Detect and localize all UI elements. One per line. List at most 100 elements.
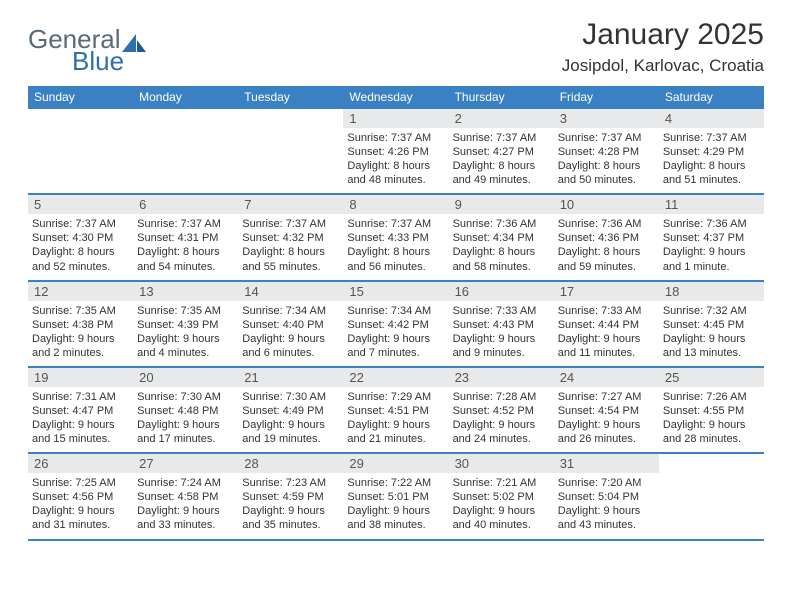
sunrise-line: Sunrise: 7:30 AM bbox=[242, 390, 339, 404]
daylight-line: Daylight: 8 hours bbox=[558, 245, 655, 259]
dow-cell: Thursday bbox=[449, 86, 554, 109]
week-row: 1Sunrise: 7:37 AMSunset: 4:26 PMDaylight… bbox=[28, 109, 764, 195]
daylight-line: Daylight: 8 hours bbox=[32, 245, 129, 259]
day-cell bbox=[659, 454, 764, 538]
sunrise-line: Sunrise: 7:35 AM bbox=[137, 304, 234, 318]
daylight-line: and 24 minutes. bbox=[453, 432, 550, 446]
sunrise-line: Sunrise: 7:28 AM bbox=[453, 390, 550, 404]
sunrise-line: Sunrise: 7:32 AM bbox=[663, 304, 760, 318]
day-number: 28 bbox=[244, 456, 337, 471]
sunrise-line: Sunrise: 7:35 AM bbox=[32, 304, 129, 318]
sunset-line: Sunset: 4:32 PM bbox=[242, 231, 339, 245]
day-cell: 7Sunrise: 7:37 AMSunset: 4:32 PMDaylight… bbox=[238, 195, 343, 279]
location: Josipdol, Karlovac, Croatia bbox=[562, 56, 764, 76]
daylight-line: and 11 minutes. bbox=[558, 346, 655, 360]
daylight-line: and 48 minutes. bbox=[347, 173, 444, 187]
daynum-bar: 31 bbox=[554, 454, 659, 473]
day-number: 31 bbox=[560, 456, 653, 471]
sunset-line: Sunset: 4:31 PM bbox=[137, 231, 234, 245]
day-cell: 17Sunrise: 7:33 AMSunset: 4:44 PMDayligh… bbox=[554, 282, 659, 366]
daylight-line: and 1 minute. bbox=[663, 260, 760, 274]
dow-cell: Tuesday bbox=[238, 86, 343, 109]
daylight-line: Daylight: 8 hours bbox=[347, 245, 444, 259]
sunrise-line: Sunrise: 7:29 AM bbox=[347, 390, 444, 404]
dow-cell: Saturday bbox=[659, 86, 764, 109]
sunset-line: Sunset: 4:28 PM bbox=[558, 145, 655, 159]
daynum-bar: 7 bbox=[238, 195, 343, 214]
daylight-line: Daylight: 9 hours bbox=[453, 332, 550, 346]
daynum-bar: 17 bbox=[554, 282, 659, 301]
sunset-line: Sunset: 4:30 PM bbox=[32, 231, 129, 245]
day-cell: 16Sunrise: 7:33 AMSunset: 4:43 PMDayligh… bbox=[449, 282, 554, 366]
daylight-line: Daylight: 9 hours bbox=[32, 332, 129, 346]
sunset-line: Sunset: 4:48 PM bbox=[137, 404, 234, 418]
day-number: 30 bbox=[455, 456, 548, 471]
daylight-line: and 49 minutes. bbox=[453, 173, 550, 187]
daynum-bar: 20 bbox=[133, 368, 238, 387]
sunrise-line: Sunrise: 7:37 AM bbox=[137, 217, 234, 231]
day-cell: 12Sunrise: 7:35 AMSunset: 4:38 PMDayligh… bbox=[28, 282, 133, 366]
calendar-page: GeneralBlue January 2025 Josipdol, Karlo… bbox=[0, 0, 792, 561]
daylight-line: Daylight: 8 hours bbox=[453, 159, 550, 173]
day-number: 29 bbox=[349, 456, 442, 471]
dow-row: SundayMondayTuesdayWednesdayThursdayFrid… bbox=[28, 86, 764, 109]
sunset-line: Sunset: 4:40 PM bbox=[242, 318, 339, 332]
day-number: 8 bbox=[349, 197, 442, 212]
weeks-container: 1Sunrise: 7:37 AMSunset: 4:26 PMDaylight… bbox=[28, 109, 764, 541]
day-number: 4 bbox=[665, 111, 758, 126]
sunset-line: Sunset: 4:33 PM bbox=[347, 231, 444, 245]
day-number: 25 bbox=[665, 370, 758, 385]
day-cell: 10Sunrise: 7:36 AMSunset: 4:36 PMDayligh… bbox=[554, 195, 659, 279]
sunrise-line: Sunrise: 7:37 AM bbox=[558, 131, 655, 145]
daylight-line: and 26 minutes. bbox=[558, 432, 655, 446]
daylight-line: Daylight: 9 hours bbox=[242, 504, 339, 518]
sunrise-line: Sunrise: 7:36 AM bbox=[453, 217, 550, 231]
daynum-bar: 28 bbox=[238, 454, 343, 473]
daylight-line: Daylight: 9 hours bbox=[347, 504, 444, 518]
day-cell: 27Sunrise: 7:24 AMSunset: 4:58 PMDayligh… bbox=[133, 454, 238, 538]
daylight-line: and 56 minutes. bbox=[347, 260, 444, 274]
daylight-line: Daylight: 9 hours bbox=[137, 332, 234, 346]
week-row: 26Sunrise: 7:25 AMSunset: 4:56 PMDayligh… bbox=[28, 454, 764, 540]
day-cell: 22Sunrise: 7:29 AMSunset: 4:51 PMDayligh… bbox=[343, 368, 448, 452]
day-number: 14 bbox=[244, 284, 337, 299]
daylight-line: and 59 minutes. bbox=[558, 260, 655, 274]
sunrise-line: Sunrise: 7:20 AM bbox=[558, 476, 655, 490]
sunset-line: Sunset: 4:51 PM bbox=[347, 404, 444, 418]
sunset-line: Sunset: 5:01 PM bbox=[347, 490, 444, 504]
daylight-line: Daylight: 9 hours bbox=[137, 418, 234, 432]
sunset-line: Sunset: 4:36 PM bbox=[558, 231, 655, 245]
day-number: 24 bbox=[560, 370, 653, 385]
daynum-bar: 4 bbox=[659, 109, 764, 128]
daylight-line: Daylight: 8 hours bbox=[347, 159, 444, 173]
sunrise-line: Sunrise: 7:36 AM bbox=[663, 217, 760, 231]
daylight-line: Daylight: 9 hours bbox=[453, 418, 550, 432]
day-cell: 21Sunrise: 7:30 AMSunset: 4:49 PMDayligh… bbox=[238, 368, 343, 452]
daylight-line: and 9 minutes. bbox=[453, 346, 550, 360]
daylight-line: Daylight: 8 hours bbox=[663, 159, 760, 173]
day-number: 18 bbox=[665, 284, 758, 299]
sunrise-line: Sunrise: 7:26 AM bbox=[663, 390, 760, 404]
week-row: 5Sunrise: 7:37 AMSunset: 4:30 PMDaylight… bbox=[28, 195, 764, 281]
sunset-line: Sunset: 5:02 PM bbox=[453, 490, 550, 504]
day-number: 11 bbox=[665, 197, 758, 212]
day-number: 19 bbox=[34, 370, 127, 385]
daynum-bar: 21 bbox=[238, 368, 343, 387]
brand-logo: GeneralBlue bbox=[28, 26, 148, 74]
daylight-line: and 2 minutes. bbox=[32, 346, 129, 360]
day-number: 16 bbox=[455, 284, 548, 299]
daynum-bar: 14 bbox=[238, 282, 343, 301]
daylight-line: and 38 minutes. bbox=[347, 518, 444, 532]
daylight-line: and 40 minutes. bbox=[453, 518, 550, 532]
calendar: SundayMondayTuesdayWednesdayThursdayFrid… bbox=[28, 86, 764, 541]
day-cell: 26Sunrise: 7:25 AMSunset: 4:56 PMDayligh… bbox=[28, 454, 133, 538]
dow-cell: Monday bbox=[133, 86, 238, 109]
sunrise-line: Sunrise: 7:37 AM bbox=[663, 131, 760, 145]
daylight-line: and 28 minutes. bbox=[663, 432, 760, 446]
daylight-line: Daylight: 9 hours bbox=[663, 418, 760, 432]
day-cell: 11Sunrise: 7:36 AMSunset: 4:37 PMDayligh… bbox=[659, 195, 764, 279]
sunset-line: Sunset: 4:43 PM bbox=[453, 318, 550, 332]
sunset-line: Sunset: 4:52 PM bbox=[453, 404, 550, 418]
day-cell bbox=[133, 109, 238, 193]
dow-cell: Wednesday bbox=[343, 86, 448, 109]
